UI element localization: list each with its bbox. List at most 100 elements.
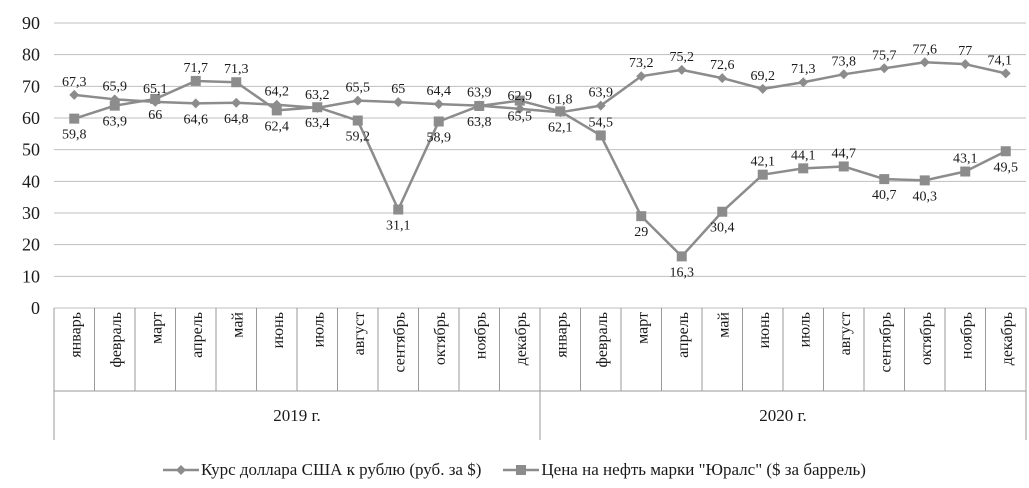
data-point-oil [838, 161, 849, 172]
data-point-usd [757, 83, 768, 94]
x-tick-label: январь [553, 312, 570, 358]
data-label-usd: 65,5 [346, 81, 371, 96]
x-tick-label: март [148, 312, 165, 344]
x-tick-label: октябрь [432, 312, 449, 365]
chart: 0 10 20 30 40 50 60 70 80 90 январь февраль март апр… [22, 13, 1027, 440]
data-point-usd [69, 89, 80, 100]
data-point-oil [717, 206, 728, 217]
data-point-oil [555, 106, 566, 117]
data-point-usd [636, 71, 647, 82]
y-tick-label: 60 [22, 108, 40, 128]
data-point-usd [352, 95, 363, 106]
x-tick-label: июнь [270, 312, 287, 348]
data-label-oil: 40,3 [913, 189, 938, 204]
data-label-usd: 64,8 [224, 112, 249, 127]
data-label-usd: 63,9 [467, 86, 492, 101]
data-label-usd: 61,8 [548, 92, 573, 107]
data-label-oil: 63,8 [467, 115, 492, 130]
data-point-oil [798, 163, 809, 174]
data-point-oil [757, 169, 768, 180]
data-label-oil: 44,7 [832, 146, 857, 161]
series-markers [69, 57, 1011, 262]
group-label: 2020 г. [759, 406, 807, 425]
data-point-oil [352, 115, 363, 126]
data-label-oil: 62,4 [265, 119, 290, 134]
data-point-oil [393, 204, 404, 215]
x-tick-label: февраль [594, 312, 611, 368]
x-tick-label: сентябрь [877, 312, 894, 373]
data-label-usd: 73,2 [629, 56, 654, 71]
data-label-oil: 63,4 [305, 116, 330, 131]
data-label-usd: 67,3 [62, 75, 87, 90]
data-label-oil: 58,9 [427, 130, 452, 145]
data-point-usd [433, 99, 444, 110]
data-point-usd [838, 69, 849, 80]
data-point-usd [595, 100, 606, 111]
x-tick-label: август [837, 312, 854, 355]
legend-label-usd: Курс доллара США к рублю (руб. за $) [201, 460, 482, 479]
data-label-oil: 30,4 [710, 221, 735, 236]
data-label-usd: 65,9 [103, 79, 128, 94]
data-point-usd [879, 63, 890, 74]
square-marker-icon [503, 465, 540, 475]
diamond-marker-icon [163, 465, 200, 475]
data-point-oil [676, 251, 687, 262]
x-tick-label: июль [796, 312, 813, 347]
y-tick-label: 40 [22, 171, 40, 191]
data-label-usd: 63,2 [305, 88, 330, 103]
data-label-usd: 72,6 [710, 58, 735, 73]
series-line-oil [73, 79, 1007, 258]
group-label: 2019 г. [273, 406, 321, 425]
x-tick-label: май [229, 312, 246, 338]
y-tick-label: 80 [22, 45, 40, 65]
x-tick-label: ноябрь [472, 312, 489, 359]
data-point-oil [190, 75, 201, 86]
x-tick-label: май [715, 312, 732, 338]
data-label-oil: 62,1 [548, 120, 573, 135]
data-point-oil [1000, 146, 1011, 157]
data-label-oil: 63,9 [103, 115, 128, 130]
data-label-oil: 71,3 [224, 62, 249, 77]
data-label-oil: 31,1 [386, 219, 411, 234]
data-point-usd [919, 57, 930, 68]
data-label-usd: 62,9 [508, 89, 533, 104]
x-tick-label: март [634, 312, 651, 344]
data-label-oil: 54,5 [589, 115, 614, 130]
data-point-usd [1000, 68, 1011, 79]
data-point-oil [433, 116, 444, 127]
data-point-usd [231, 97, 242, 108]
x-tick-label: октябрь [918, 312, 935, 365]
data-label-usd: 64,6 [184, 112, 209, 127]
x-tick-label: апрель [675, 312, 692, 358]
series-lines [73, 61, 1007, 258]
category-axis: январь февраль март апрель май июнь июль август… [67, 312, 1016, 425]
legend-label-oil: Цена на нефть марки "Юралс" ($ за баррел… [541, 460, 866, 479]
x-tick-label: август [351, 312, 368, 355]
data-point-oil [150, 94, 161, 104]
data-point-oil [636, 211, 647, 222]
grid [54, 22, 1026, 309]
data-point-oil [919, 175, 930, 186]
data-point-usd [393, 97, 404, 108]
data-point-oil [231, 77, 242, 88]
data-point-usd [514, 103, 525, 114]
data-label-oil: 42,1 [751, 155, 776, 170]
data-label-oil: 71,7 [184, 61, 209, 76]
data-label-oil: 66 [148, 108, 162, 123]
x-tick-label: январь [67, 312, 84, 358]
x-tick-label: июль [310, 312, 327, 347]
y-tick-label: 90 [22, 13, 40, 33]
y-tick-label: 50 [22, 140, 40, 160]
y-tick-label: 20 [22, 235, 40, 255]
data-point-usd [676, 64, 687, 75]
data-point-oil [960, 166, 971, 177]
data-point-oil [879, 174, 890, 185]
data-point-oil [69, 113, 80, 124]
data-label-usd: 69,2 [751, 69, 776, 84]
series-line-usd [74, 61, 1007, 114]
data-point-oil [312, 102, 323, 113]
data-label-usd: 63,9 [589, 86, 614, 101]
data-point-usd [717, 73, 728, 84]
legend-item-oil: Цена на нефть марки "Юралс" ($ за баррел… [503, 460, 866, 480]
y-tick-label: 10 [22, 266, 40, 286]
